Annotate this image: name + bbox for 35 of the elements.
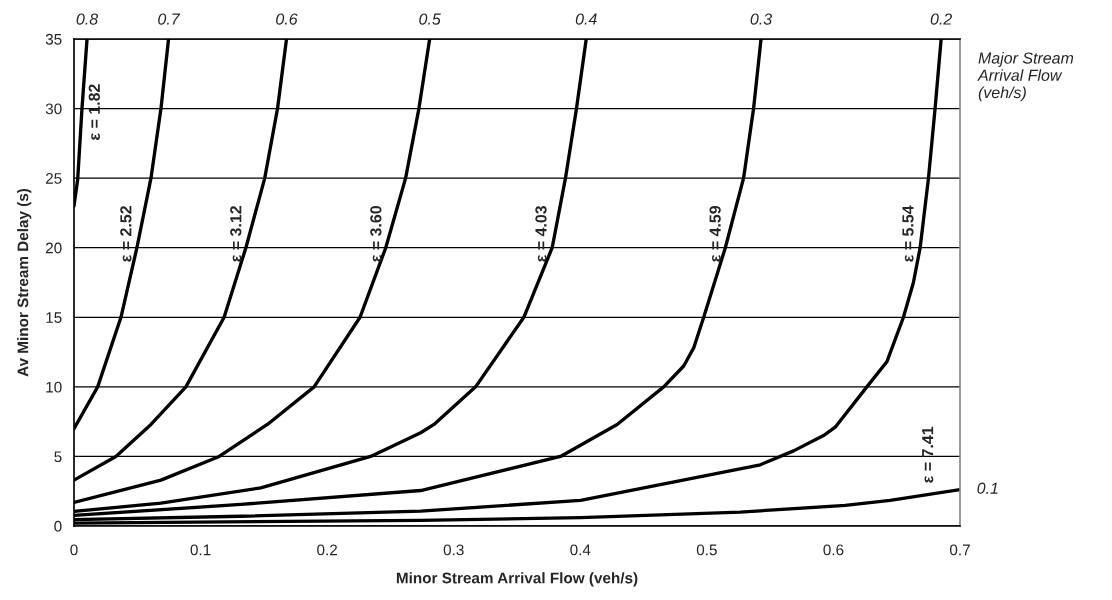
x-axis-title: Minor Stream Arrival Flow (veh/s) [396,572,638,587]
y-tick-label: 5 [54,451,62,463]
series-label: 0.3 [750,13,772,25]
y-tick-label: 35 [45,33,62,45]
y-tick-label: 15 [46,312,62,323]
annotation: ε = 4.59 [709,205,721,262]
annotation: ε = 5.54 [902,205,914,262]
series-label: 0.2 [930,13,953,25]
series-label: 0.5 [419,13,441,25]
y-tick-label: 0 [54,520,62,532]
x-tick-label: 0.7 [949,544,970,556]
series-label: 0.1 [977,482,998,494]
annotation: ε = 7.41 [922,426,934,483]
y-tick-label: 20 [45,242,62,254]
y-tick-label: 30 [45,103,62,115]
x-tick-label: 0.2 [317,544,337,556]
x-tick-label: 0 [70,544,78,556]
annotation: ε = 3.60 [370,206,382,262]
series-label: 0.7 [158,13,181,25]
legend-title: Major Stream Arrival Flow (veh/s) [977,52,1074,102]
x-tick-label: 0.6 [823,544,844,556]
x-tick-label: 0.4 [570,544,591,556]
series-label: 0.6 [276,13,298,25]
y-axis-title: Av Minor Stream Delay (s) [17,188,32,377]
annotation: ε = 3.12 [230,206,242,262]
series-label: 0.8 [76,13,99,25]
y-tick-label: 25 [45,173,62,184]
x-tick-label: 0.5 [696,544,717,556]
series-label: 0.4 [575,13,597,25]
annotation: ε = 1.82 [88,84,100,140]
x-tick-label: 0.1 [190,544,211,556]
y-tick-label: 10 [46,381,62,393]
x-tick-label: 0.3 [443,544,464,556]
annotation: ε = 4.03 [535,205,547,262]
annotation: ε = 2.52 [120,206,132,262]
